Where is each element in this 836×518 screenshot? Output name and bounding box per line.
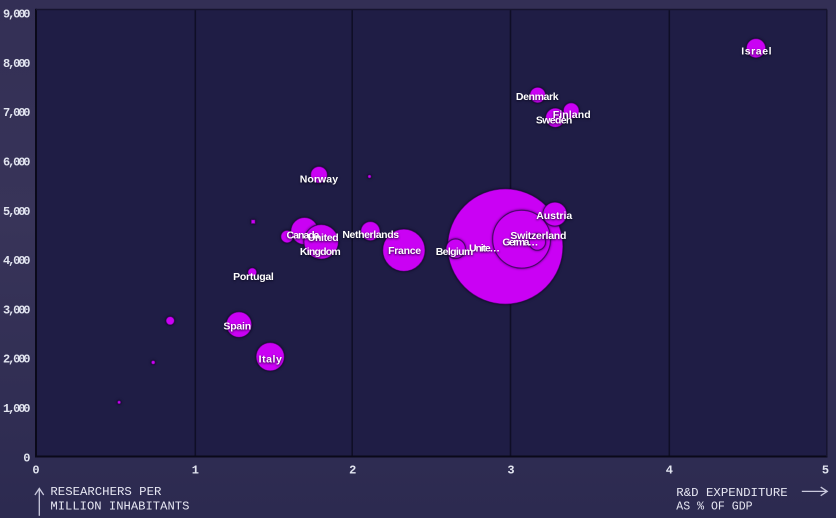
svg-text:3,000: 3,000 bbox=[3, 303, 31, 317]
svg-text:6,000: 6,000 bbox=[3, 156, 31, 170]
svg-text:7,000: 7,000 bbox=[3, 106, 31, 120]
svg-text:2: 2 bbox=[349, 464, 356, 478]
svg-text:5: 5 bbox=[822, 464, 829, 478]
svg-text:France: France bbox=[388, 245, 421, 257]
svg-text:Finland: Finland bbox=[553, 109, 591, 121]
svg-text:4: 4 bbox=[666, 464, 673, 478]
svg-text:Canada: Canada bbox=[287, 230, 320, 242]
svg-text:3: 3 bbox=[507, 464, 514, 478]
svg-text:Sweden: Sweden bbox=[536, 114, 573, 126]
svg-text:0: 0 bbox=[23, 451, 30, 465]
svg-text:1: 1 bbox=[192, 464, 199, 478]
svg-text:9,000: 9,000 bbox=[3, 8, 31, 22]
svg-text:8,000: 8,000 bbox=[3, 57, 31, 71]
svg-text:RESEARCHERS PER: RESEARCHERS PER bbox=[50, 486, 161, 499]
svg-text:Denmark: Denmark bbox=[516, 91, 559, 103]
svg-text:R&D EXPENDITURE: R&D EXPENDITURE bbox=[676, 487, 787, 500]
svg-text:Kingdom: Kingdom bbox=[300, 246, 341, 258]
svg-text:Unite…: Unite… bbox=[469, 242, 500, 254]
svg-text:5,000: 5,000 bbox=[3, 205, 31, 219]
svg-text:0: 0 bbox=[32, 464, 39, 478]
svg-text:4,000: 4,000 bbox=[3, 254, 31, 268]
svg-text:1,000: 1,000 bbox=[3, 402, 31, 416]
svg-text:Spain: Spain bbox=[223, 321, 251, 333]
svg-text:United: United bbox=[308, 232, 339, 244]
svg-text:2,000: 2,000 bbox=[3, 353, 31, 367]
svg-text:Switzerland: Switzerland bbox=[510, 230, 566, 242]
svg-text:Portugal: Portugal bbox=[233, 271, 274, 283]
svg-text:Norway: Norway bbox=[300, 174, 338, 186]
svg-text:Austria: Austria bbox=[536, 210, 572, 222]
svg-text:Italy: Italy bbox=[259, 354, 282, 366]
svg-text:AS % OF GDP: AS % OF GDP bbox=[676, 501, 752, 514]
svg-text:Netherlands: Netherlands bbox=[342, 229, 399, 241]
svg-text:Belgium: Belgium bbox=[436, 246, 474, 258]
svg-text:MILLION INHABITANTS: MILLION INHABITANTS bbox=[50, 500, 189, 513]
svg-text:Israel: Israel bbox=[741, 45, 771, 57]
svg-text:Germa…: Germa… bbox=[502, 237, 538, 249]
